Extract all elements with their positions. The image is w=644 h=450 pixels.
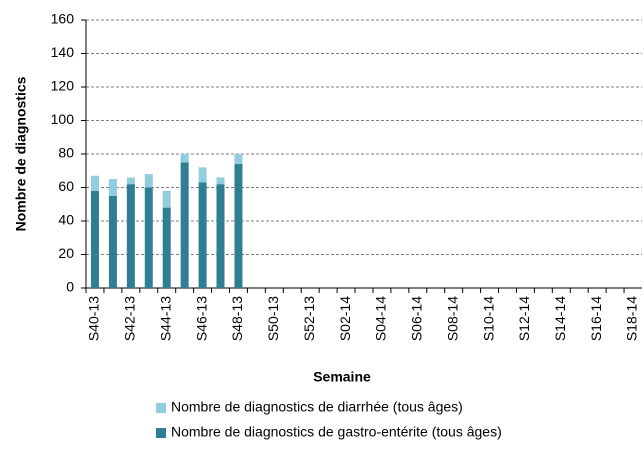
bar-segment xyxy=(144,187,153,288)
legend-label: Nombre de diagnostics de diarrhée (tous … xyxy=(171,399,463,415)
bar-segment xyxy=(162,190,171,208)
y-tick-label: 20 xyxy=(58,245,74,261)
bar-segment xyxy=(216,184,225,288)
y-tick-label: 160 xyxy=(51,11,75,27)
y-tick-label: 0 xyxy=(66,279,74,295)
bar-segment xyxy=(108,179,117,196)
y-axis-title: Nombre de diagnostics xyxy=(13,76,29,231)
legend-swatch xyxy=(156,403,166,413)
x-tick-label: S04-14 xyxy=(373,296,389,341)
x-tick-label: S40-13 xyxy=(86,296,102,341)
y-tick-label: 120 xyxy=(51,78,75,94)
bar-segment xyxy=(90,190,99,288)
bar-segment xyxy=(180,154,189,163)
bar-segment xyxy=(234,164,243,288)
y-tick-label: 80 xyxy=(58,145,74,161)
bar-segment xyxy=(234,154,243,165)
bar-segment xyxy=(180,162,189,288)
y-tick-label: 140 xyxy=(51,44,75,60)
bar-segment xyxy=(126,184,135,288)
bar-segment xyxy=(144,174,153,188)
bar-segment xyxy=(198,167,207,183)
y-tick-label: 100 xyxy=(51,111,75,127)
x-tick-label: S08-14 xyxy=(444,296,460,341)
x-tick-label: S02-14 xyxy=(337,296,353,341)
y-tick-label: 60 xyxy=(58,178,74,194)
x-tick-label: S50-13 xyxy=(265,296,281,341)
bar-segment xyxy=(198,182,207,288)
x-tick-label: S16-14 xyxy=(588,296,604,341)
x-axis-title: Semaine xyxy=(313,369,371,385)
x-tick-label: S06-14 xyxy=(409,296,425,341)
bar-segment xyxy=(216,177,225,185)
x-tick-label: S14-14 xyxy=(552,296,568,341)
x-tick-label: S46-13 xyxy=(193,296,209,341)
x-tick-label: S18-14 xyxy=(624,296,640,341)
legend-swatch xyxy=(156,428,166,438)
bar-segment xyxy=(108,195,117,288)
x-tick-label: S10-14 xyxy=(480,296,496,341)
x-tick-label: S42-13 xyxy=(122,296,138,341)
x-tick-label: S44-13 xyxy=(157,296,173,341)
bar-segment xyxy=(162,207,171,288)
legend-label: Nombre de diagnostics de gastro-entérite… xyxy=(171,424,502,440)
x-tick-label: S52-13 xyxy=(301,296,317,341)
x-tick-label: S12-14 xyxy=(516,296,532,341)
x-tick-label: S48-13 xyxy=(229,296,245,341)
bar-segment xyxy=(90,175,99,191)
y-tick-label: 40 xyxy=(58,212,74,228)
bar-segment xyxy=(126,177,135,185)
